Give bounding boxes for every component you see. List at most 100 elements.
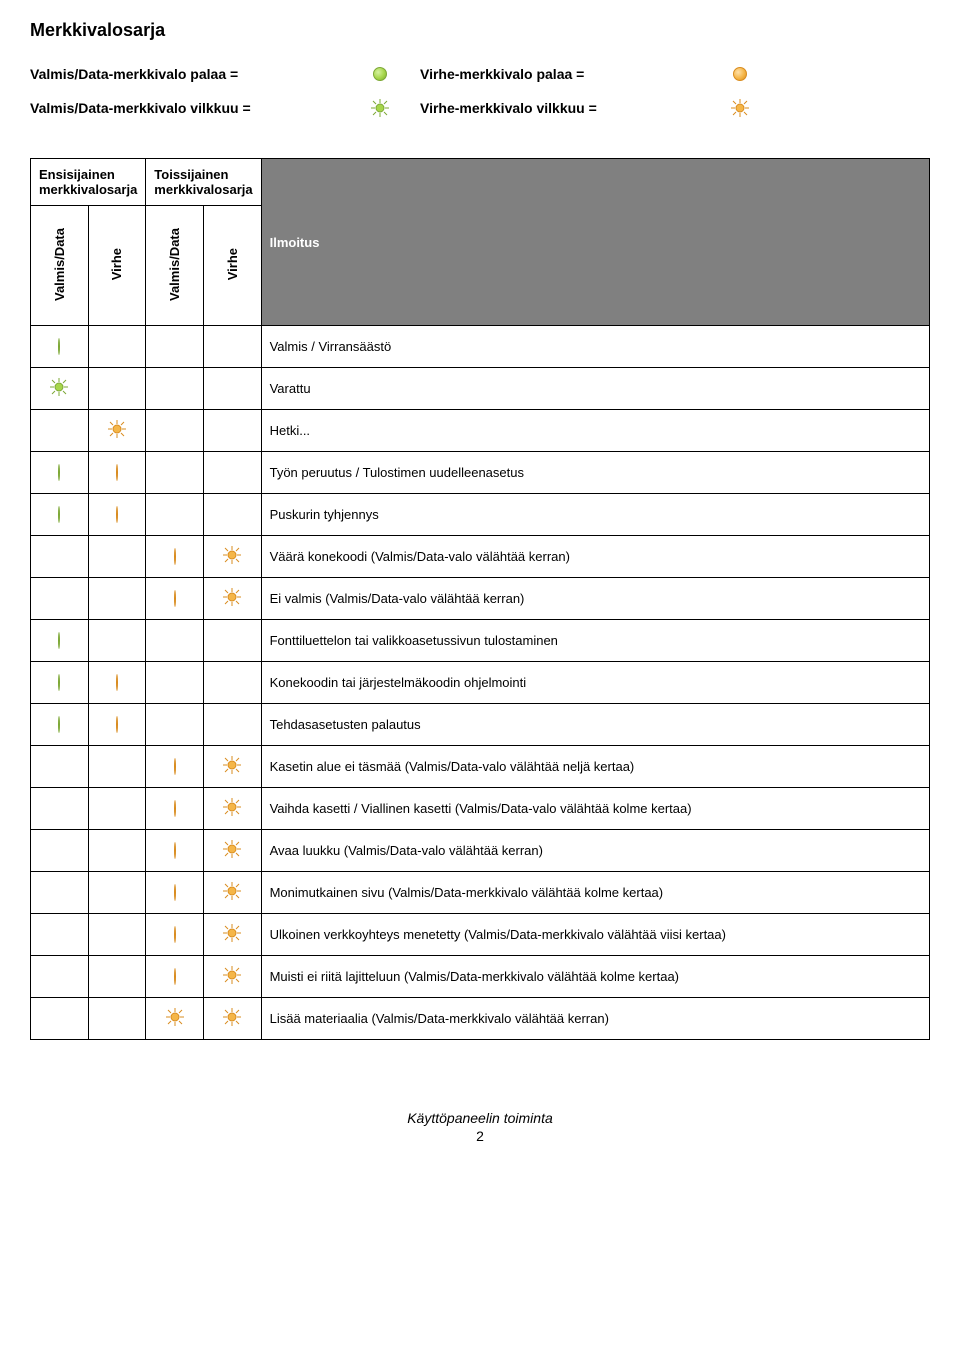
signal-cell <box>88 326 146 368</box>
signal-cell <box>88 830 146 872</box>
table-row: Konekoodin tai järjestelmäkoodin ohjelmo… <box>31 662 930 704</box>
led-orange-blink-icon <box>222 797 242 817</box>
message-cell: Monimutkainen sivu (Valmis/Data-merkkiva… <box>261 872 929 914</box>
table-row: Ulkoinen verkkoyhteys menetetty (Valmis/… <box>31 914 930 956</box>
signal-cell <box>203 536 261 578</box>
led-orange-on-icon <box>116 464 118 481</box>
signal-cell <box>31 998 89 1040</box>
led-orange-on-icon <box>174 800 176 817</box>
message-cell: Ulkoinen verkkoyhteys menetetty (Valmis/… <box>261 914 929 956</box>
signal-cell <box>88 494 146 536</box>
signal-cell <box>88 788 146 830</box>
signal-cell <box>203 578 261 620</box>
table-row: Valmis / Virransäästö <box>31 326 930 368</box>
led-green-on-icon <box>58 632 60 649</box>
led-orange-blink-icon <box>730 98 750 118</box>
signal-cell <box>31 704 89 746</box>
signal-cell <box>31 914 89 956</box>
message-cell: Kasetin alue ei täsmää (Valmis/Data-valo… <box>261 746 929 788</box>
table-row: Puskurin tyhjennys <box>31 494 930 536</box>
signal-cell <box>203 830 261 872</box>
led-orange-on-icon <box>174 548 176 565</box>
signal-cell <box>31 662 89 704</box>
signal-cell <box>146 410 204 452</box>
table-row: Työn peruutus / Tulostimen uudelleenaset… <box>31 452 930 494</box>
led-green-on-icon <box>58 506 60 523</box>
table-row: Monimutkainen sivu (Valmis/Data-merkkiva… <box>31 872 930 914</box>
table-row: Ei valmis (Valmis/Data-valo välähtää ker… <box>31 578 930 620</box>
signal-cell <box>31 578 89 620</box>
signal-cell <box>88 452 146 494</box>
signal-cell <box>88 914 146 956</box>
message-cell: Väärä konekoodi (Valmis/Data-valo väläht… <box>261 536 929 578</box>
message-cell: Konekoodin tai järjestelmäkoodin ohjelmo… <box>261 662 929 704</box>
signal-cell <box>203 704 261 746</box>
message-cell: Avaa luukku (Valmis/Data-valo välähtää k… <box>261 830 929 872</box>
signal-cell <box>31 956 89 998</box>
signal-cell <box>146 662 204 704</box>
message-cell: Puskurin tyhjennys <box>261 494 929 536</box>
led-orange-on-icon <box>116 674 118 691</box>
signal-cell <box>146 746 204 788</box>
signal-cell <box>203 788 261 830</box>
signal-cell <box>31 788 89 830</box>
led-orange-on-icon <box>116 716 118 733</box>
led-orange-blink-icon <box>222 923 242 943</box>
signal-cell <box>88 998 146 1040</box>
signal-cell <box>203 494 261 536</box>
signal-cell <box>146 536 204 578</box>
led-orange-blink-icon <box>222 881 242 901</box>
col-valmis-secondary: Valmis/Data <box>146 206 204 326</box>
legend-label: Valmis/Data-merkkivalo vilkkuu = <box>30 100 340 116</box>
signal-cell <box>146 578 204 620</box>
signal-cell <box>31 410 89 452</box>
col-virhe-primary: Virhe <box>88 206 146 326</box>
footer: Käyttöpaneelin toiminta 2 <box>30 1110 930 1144</box>
message-cell: Fonttiluettelon tai valikkoasetussivun t… <box>261 620 929 662</box>
signal-cell <box>31 620 89 662</box>
message-cell: Tehdasasetusten palautus <box>261 704 929 746</box>
signal-cell <box>203 746 261 788</box>
legend: Valmis/Data-merkkivalo palaa = Virhe-mer… <box>30 66 930 118</box>
led-orange-blink-icon <box>222 587 242 607</box>
signal-cell <box>203 998 261 1040</box>
signal-cell <box>88 662 146 704</box>
message-cell: Ei valmis (Valmis/Data-valo välähtää ker… <box>261 578 929 620</box>
message-cell: Vaihda kasetti / Viallinen kasetti (Valm… <box>261 788 929 830</box>
signal-cell <box>88 872 146 914</box>
signal-cell <box>203 914 261 956</box>
signal-cell <box>88 704 146 746</box>
signal-table: Ensisijainen merkkivalosarja Toissijaine… <box>30 158 930 1040</box>
signal-cell <box>88 578 146 620</box>
led-green-on-icon <box>58 716 60 733</box>
signal-cell <box>88 410 146 452</box>
signal-cell <box>146 620 204 662</box>
signal-cell <box>203 620 261 662</box>
col-group-secondary: Toissijainen merkkivalosarja <box>146 159 261 206</box>
led-orange-on-icon <box>174 926 176 943</box>
signal-cell <box>31 746 89 788</box>
led-orange-blink-icon <box>165 1007 185 1027</box>
led-orange-on-icon <box>116 506 118 523</box>
led-orange-on-icon <box>174 968 176 985</box>
legend-label: Virhe-merkkivalo palaa = <box>420 66 700 82</box>
col-valmis-primary: Valmis/Data <box>31 206 89 326</box>
signal-cell <box>203 410 261 452</box>
signal-cell <box>146 494 204 536</box>
led-orange-blink-icon <box>222 1007 242 1027</box>
page-number: 2 <box>30 1128 930 1144</box>
signal-cell <box>31 830 89 872</box>
col-ilmoitus: Ilmoitus <box>261 159 929 326</box>
table-row: Lisää materiaalia (Valmis/Data-merkkival… <box>31 998 930 1040</box>
signal-cell <box>146 704 204 746</box>
led-orange-on-icon <box>174 842 176 859</box>
signal-cell <box>203 326 261 368</box>
signal-cell <box>88 620 146 662</box>
signal-cell <box>146 326 204 368</box>
signal-cell <box>31 494 89 536</box>
led-orange-blink-icon <box>222 545 242 565</box>
led-green-blink-icon <box>49 377 69 397</box>
table-row: Vaihda kasetti / Viallinen kasetti (Valm… <box>31 788 930 830</box>
signal-cell <box>146 830 204 872</box>
signal-cell <box>31 872 89 914</box>
